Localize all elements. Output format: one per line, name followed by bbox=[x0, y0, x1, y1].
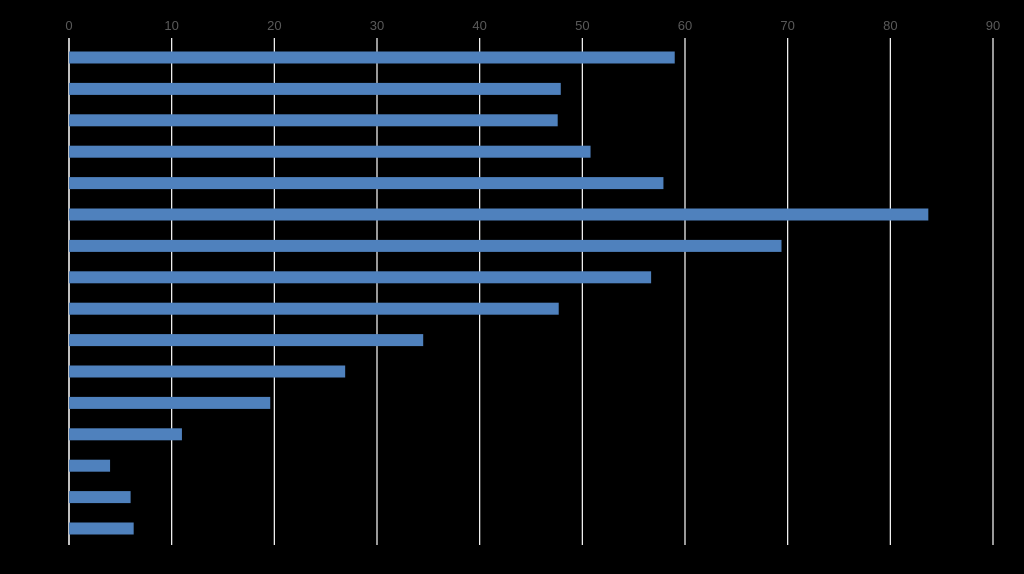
bar-6 bbox=[69, 208, 929, 221]
x-tick-label: 90 bbox=[986, 18, 1000, 33]
x-tick-label: 10 bbox=[164, 18, 178, 33]
x-tick-label: 40 bbox=[472, 18, 486, 33]
x-tick-label: 60 bbox=[678, 18, 692, 33]
bar-7 bbox=[69, 239, 782, 252]
bar-8 bbox=[69, 271, 652, 284]
bar-4 bbox=[69, 145, 591, 158]
bar-3 bbox=[69, 114, 558, 127]
bar-15 bbox=[69, 491, 131, 504]
bar-16 bbox=[69, 522, 134, 535]
x-tick-label: 70 bbox=[780, 18, 794, 33]
x-axis-tick-labels: 0 10 20 30 40 50 60 70 80 90 bbox=[65, 18, 1000, 33]
bar-12 bbox=[69, 396, 271, 409]
bar-5 bbox=[69, 177, 664, 190]
gridlines bbox=[68, 38, 994, 545]
x-tick-label: 20 bbox=[267, 18, 281, 33]
bar-2 bbox=[69, 82, 561, 95]
x-tick-label: 50 bbox=[575, 18, 589, 33]
bar-9 bbox=[69, 302, 559, 315]
x-tick-label: 80 bbox=[883, 18, 897, 33]
bars bbox=[69, 51, 929, 535]
x-tick-label: 30 bbox=[370, 18, 384, 33]
bar-11 bbox=[69, 365, 346, 378]
bar-13 bbox=[69, 428, 182, 441]
bar-10 bbox=[69, 334, 424, 347]
x-tick-label: 0 bbox=[65, 18, 72, 33]
bar-1 bbox=[69, 51, 675, 64]
bar-14 bbox=[69, 459, 111, 472]
